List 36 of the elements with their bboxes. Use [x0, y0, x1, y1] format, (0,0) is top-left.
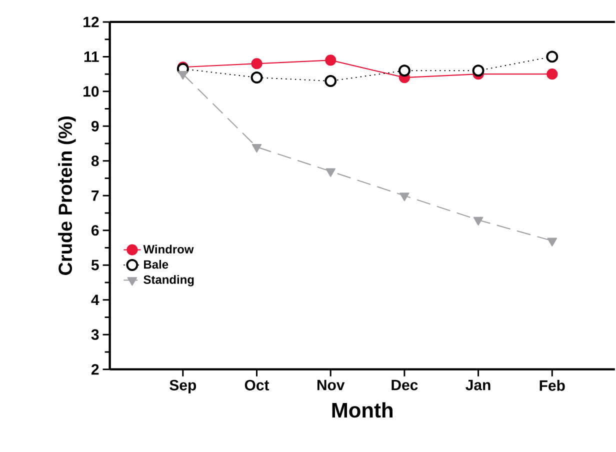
y-tick-label: 12 — [84, 16, 99, 28]
x-tick-label: Dec — [392, 380, 418, 390]
point — [325, 54, 336, 66]
y-tick-label: 2 — [91, 364, 99, 374]
x-tick-label: Nov — [317, 380, 345, 390]
y-tick-label: 6 — [92, 224, 99, 236]
legend-label: Standing — [144, 274, 194, 286]
point — [250, 71, 263, 84]
x-tick-label: Feb — [540, 380, 565, 391]
y-tick-label: 8 — [91, 156, 99, 166]
x-tick-label: Sep — [170, 380, 196, 394]
legend-label: Bale — [144, 260, 168, 269]
legend-label: Windrow — [143, 244, 194, 254]
y-tick-label: 11 — [84, 51, 99, 62]
y-tick-label: 7 — [92, 190, 99, 201]
x-tick-label: Oct — [244, 380, 270, 390]
x-axis-title: Month — [332, 402, 392, 418]
x-tick-label: Jan — [466, 380, 490, 390]
point — [546, 50, 558, 63]
point — [472, 64, 484, 76]
y-tick-label: 10 — [84, 86, 99, 97]
y-tick-label: 3 — [91, 329, 99, 340]
point — [473, 216, 484, 226]
point — [400, 192, 410, 202]
point — [324, 74, 337, 87]
y-tick-label: 4 — [91, 294, 100, 305]
point — [178, 70, 188, 80]
y-tick-label: 5 — [91, 260, 99, 270]
point — [547, 238, 558, 246]
y-axis-title: Crude Protein (%) — [58, 116, 76, 275]
point — [251, 58, 262, 70]
point — [252, 144, 262, 152]
point — [546, 68, 558, 80]
point — [326, 168, 336, 177]
point — [398, 64, 410, 76]
y-tick-label: 9 — [91, 120, 99, 132]
